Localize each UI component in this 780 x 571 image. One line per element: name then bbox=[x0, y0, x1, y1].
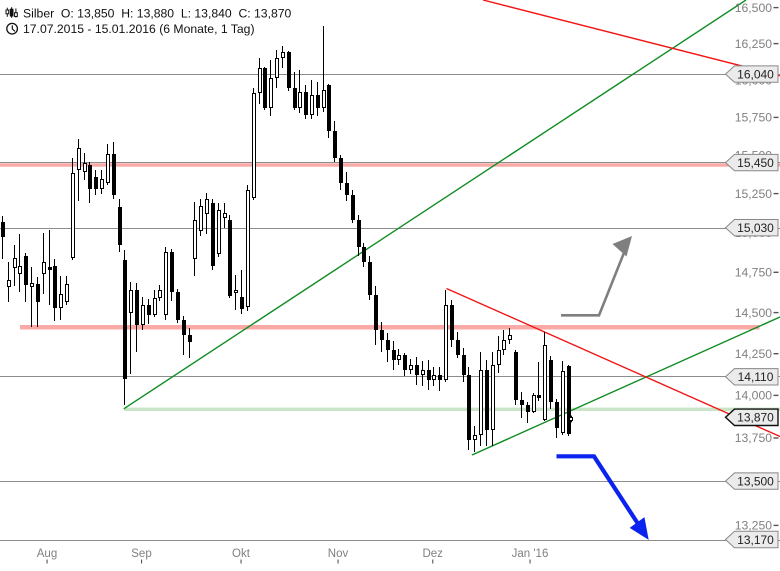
svg-text:13,250: 13,250 bbox=[735, 519, 772, 533]
svg-text:Jan '16: Jan '16 bbox=[512, 548, 549, 560]
svg-text:13,500: 13,500 bbox=[737, 474, 774, 488]
svg-text:13,750: 13,750 bbox=[735, 431, 772, 445]
svg-text:14,000: 14,000 bbox=[735, 389, 772, 403]
svg-text:16,500: 16,500 bbox=[735, 1, 772, 15]
svg-text:Sep: Sep bbox=[131, 548, 151, 560]
svg-text:13,870: 13,870 bbox=[737, 411, 774, 425]
svg-text:Nov: Nov bbox=[328, 548, 349, 560]
svg-text:14,250: 14,250 bbox=[735, 347, 772, 361]
svg-text:15,450: 15,450 bbox=[737, 156, 774, 170]
svg-text:16,250: 16,250 bbox=[735, 37, 772, 51]
svg-text:17.07.2015 - 15.01.2016 (6 Mon: 17.07.2015 - 15.01.2016 (6 Monate, 1 Tag… bbox=[23, 22, 255, 36]
svg-text:14,750: 14,750 bbox=[735, 266, 772, 280]
svg-text:Okt: Okt bbox=[232, 548, 251, 560]
svg-text:15,750: 15,750 bbox=[735, 111, 772, 125]
svg-text:14,500: 14,500 bbox=[735, 306, 772, 320]
svg-text:Aug: Aug bbox=[37, 548, 57, 560]
svg-text:13,170: 13,170 bbox=[737, 533, 774, 547]
svg-text:Dez: Dez bbox=[422, 548, 443, 560]
svg-text:15,030: 15,030 bbox=[737, 221, 774, 235]
svg-text:14,110: 14,110 bbox=[738, 370, 774, 384]
svg-text:Silber O: 13,850 H: 13,880: Silber O: 13,850 H: 13,880 L: 13,840 C: … bbox=[23, 6, 292, 20]
svg-text:15,250: 15,250 bbox=[735, 187, 772, 201]
svg-text:16,040: 16,040 bbox=[737, 67, 774, 81]
